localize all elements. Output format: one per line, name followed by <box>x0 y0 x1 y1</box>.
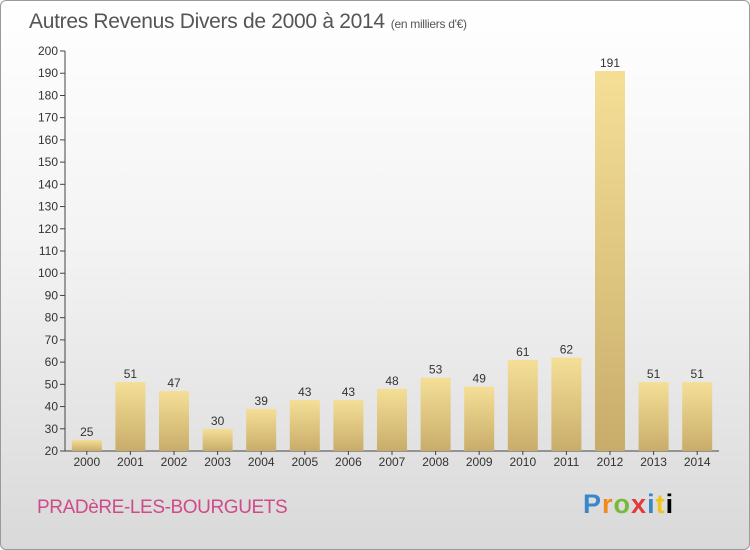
data-label: 25 <box>80 425 94 439</box>
y-tick-label: 70 <box>45 333 59 347</box>
y-tick-label: 150 <box>38 155 58 169</box>
data-label: 39 <box>255 394 269 408</box>
y-tick-label: 200 <box>38 44 58 58</box>
x-tick-label: 2003 <box>204 455 231 469</box>
y-tick-label: 160 <box>38 133 58 147</box>
x-tick-label: 2010 <box>509 455 536 469</box>
y-tick-label: 190 <box>38 66 58 80</box>
y-tick-label: 30 <box>45 422 59 436</box>
bar-2006 <box>333 399 364 451</box>
bar-2008 <box>420 377 451 451</box>
data-label: 48 <box>385 374 399 388</box>
x-tick-label: 2012 <box>597 455 624 469</box>
x-tick-label: 2001 <box>117 455 144 469</box>
data-label: 49 <box>473 372 487 386</box>
data-label: 191 <box>600 56 620 70</box>
x-tick-label: 2008 <box>422 455 449 469</box>
bar-2000 <box>71 439 102 451</box>
bar-2011 <box>551 357 582 451</box>
y-tick-label: 90 <box>45 288 59 302</box>
data-label: 43 <box>342 385 356 399</box>
x-tick-label: 2000 <box>73 455 100 469</box>
y-tick-label: 130 <box>38 200 58 214</box>
bar-2009 <box>464 386 495 451</box>
data-label: 51 <box>691 367 705 381</box>
x-tick-label: 2005 <box>291 455 318 469</box>
bar-2005 <box>289 399 320 451</box>
bar-2013 <box>638 382 669 451</box>
y-tick-label: 170 <box>38 111 58 125</box>
x-tick-label: 2006 <box>335 455 362 469</box>
data-label: 62 <box>560 343 574 357</box>
x-tick-label: 2014 <box>684 455 711 469</box>
y-tick-label: 40 <box>45 400 59 414</box>
y-tick-label: 60 <box>45 355 59 369</box>
data-label: 51 <box>124 367 138 381</box>
data-label: 61 <box>516 345 530 359</box>
city-name: PRADèRE-LES-BOURGUETS <box>37 497 288 518</box>
data-label: 53 <box>429 363 443 377</box>
y-tick-label: 80 <box>45 311 59 325</box>
data-label: 51 <box>647 367 661 381</box>
y-tick-label: 50 <box>45 377 59 391</box>
bar-2001 <box>115 382 146 451</box>
x-tick-label: 2009 <box>466 455 493 469</box>
y-tick-label: 100 <box>38 266 58 280</box>
chart-title-text: Autres Revenus Divers de 2000 à 2014 <box>29 10 385 33</box>
bar-2002 <box>159 391 189 451</box>
y-tick-label: 120 <box>38 222 58 236</box>
x-tick-label: 2007 <box>379 455 406 469</box>
chart-title: Autres Revenus Divers de 2000 à 2014 (en … <box>29 10 467 34</box>
x-tick-label: 2013 <box>640 455 667 469</box>
y-tick-label: 180 <box>38 88 58 102</box>
bar-2007 <box>377 388 407 451</box>
y-tick-label: 110 <box>39 244 58 258</box>
data-label: 30 <box>211 414 225 428</box>
bar-2004 <box>246 408 277 451</box>
chart-title-unit: (en milliers d'€) <box>390 17 467 31</box>
x-tick-label: 2002 <box>161 455 188 469</box>
bar-2014 <box>682 382 713 451</box>
bar-2010 <box>507 359 538 451</box>
y-tick-label: 20 <box>45 444 59 458</box>
bar-2003 <box>202 428 233 451</box>
proxiti-logo: Proxiti <box>583 489 675 519</box>
data-label: 47 <box>167 376 181 390</box>
data-label: 43 <box>298 385 312 399</box>
x-tick-label: 2011 <box>553 455 579 469</box>
y-tick-label: 140 <box>38 177 58 191</box>
bar-2012 <box>595 71 625 451</box>
x-tick-label: 2004 <box>248 455 275 469</box>
